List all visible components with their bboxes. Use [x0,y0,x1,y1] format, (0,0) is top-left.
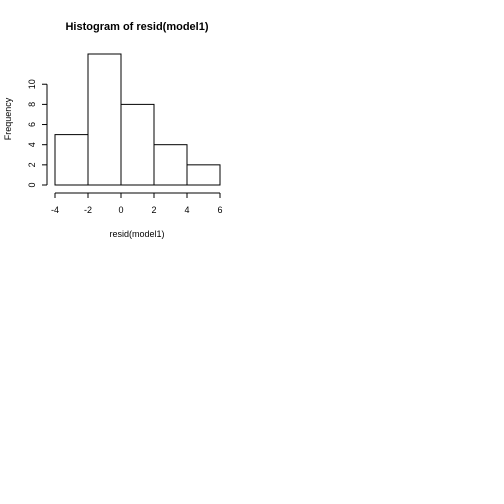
x-tick-label: 0 [118,205,123,215]
y-axis: 0 2 4 6 8 10 [27,79,48,188]
x-tick-label: 4 [184,205,189,215]
y-tick-label: 2 [27,162,37,167]
x-axis: -4 -2 0 2 4 6 [51,192,223,215]
chart-title: Histogram of resid(model1) [65,21,208,33]
histogram-bar-4 [186,164,221,186]
y-tick-label: 6 [27,122,37,127]
histogram-bar-0 [54,134,89,186]
histogram-bar-2 [120,103,155,186]
x-axis-label: resid(model1) [109,229,164,239]
x-tick-label: -4 [51,205,59,215]
y-tick-label: 10 [27,79,37,89]
histogram-bars [54,53,221,186]
x-tick-label: 6 [217,205,222,215]
histogram-bar-3 [153,144,188,186]
x-tick-label: 2 [151,205,156,215]
x-tick-label: -2 [84,205,92,215]
y-tick-label: 4 [27,142,37,147]
y-tick-label: 8 [27,102,37,107]
histogram-bar-1 [87,53,122,186]
y-tick-label: 0 [27,182,37,187]
y-axis-label: Frequency [3,97,13,140]
